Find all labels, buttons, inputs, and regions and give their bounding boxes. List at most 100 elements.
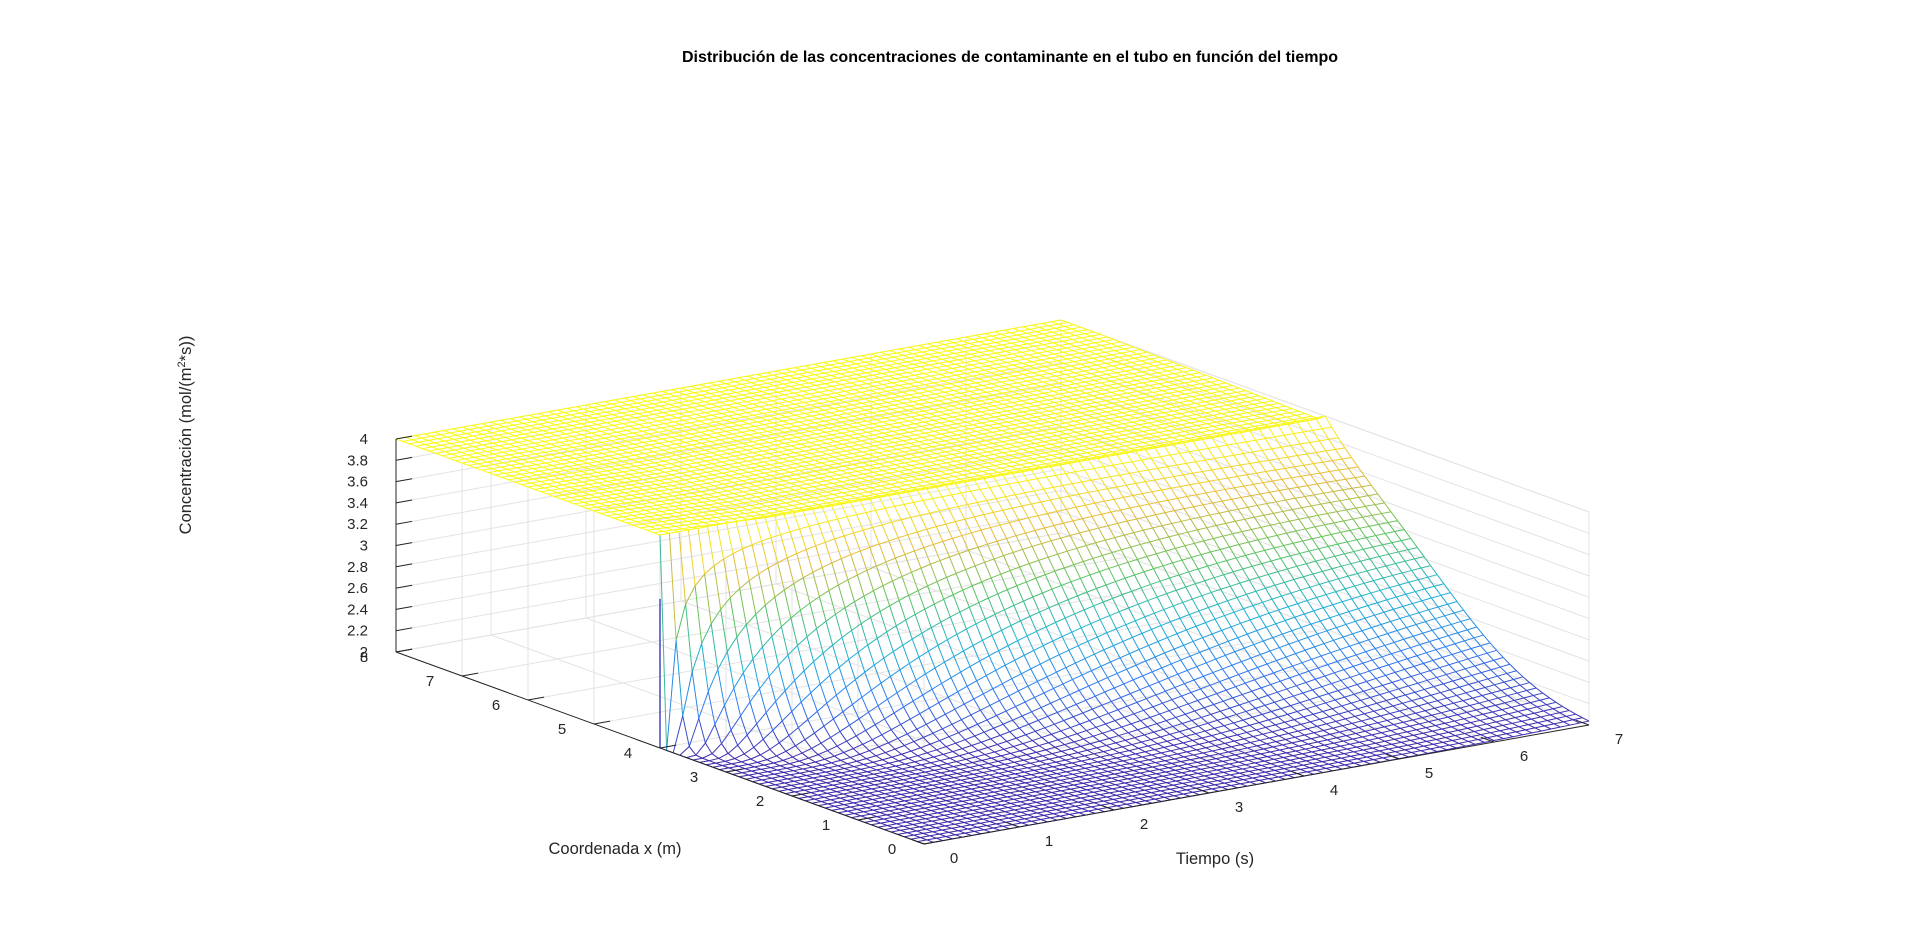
mesh-segment (1027, 440, 1035, 444)
mesh-segment (1040, 434, 1048, 438)
mesh-segment (818, 429, 826, 433)
mesh-segment (1001, 768, 1009, 772)
mesh-segment (1006, 785, 1014, 790)
mesh-segment (982, 384, 990, 389)
mesh-segment (1249, 396, 1257, 401)
mesh-segment (811, 415, 819, 420)
mesh-segment (1087, 425, 1095, 430)
mesh-segment (509, 418, 517, 422)
mesh-segment (870, 617, 878, 639)
mesh-segment (750, 467, 758, 471)
mesh-segment (1224, 615, 1232, 628)
mesh-segment (1073, 447, 1081, 451)
mesh-segment (836, 403, 843, 408)
mesh-segment (1006, 796, 1014, 800)
mesh-segment (1267, 419, 1274, 424)
mesh-segment (1299, 443, 1308, 455)
mesh-segment (1074, 471, 1083, 483)
mesh-segment (907, 458, 915, 462)
mesh-segment (976, 393, 984, 397)
mesh-segment (1273, 672, 1281, 682)
mesh-segment (956, 761, 964, 766)
mesh-segment (1295, 685, 1304, 694)
mesh-segment (731, 507, 739, 512)
mesh-segment (854, 475, 861, 479)
mesh-segment (712, 425, 720, 430)
mesh-segment (1378, 737, 1386, 742)
mesh-segment (976, 502, 985, 515)
mesh-segment (1250, 495, 1258, 506)
mesh-segment (1388, 553, 1396, 564)
mesh-segment (1508, 713, 1516, 719)
mesh-segment (982, 693, 991, 706)
mesh-segment (932, 457, 940, 461)
mesh-segment (1303, 716, 1311, 723)
mesh-segment (867, 357, 875, 361)
mesh-segment (1030, 436, 1038, 440)
mesh-segment (1171, 762, 1179, 767)
mesh-segment (1234, 754, 1242, 759)
mesh-segment (1300, 589, 1308, 601)
mesh-segment (887, 698, 895, 714)
mesh-segment (712, 463, 719, 467)
mesh-segment (634, 417, 642, 421)
mesh-segment (1321, 428, 1330, 440)
mesh-segment (1027, 685, 1035, 698)
mesh-segment (1239, 464, 1248, 476)
mesh-segment (905, 436, 913, 440)
mesh-segment (1256, 630, 1264, 642)
mesh-segment (1045, 366, 1052, 370)
mesh-segment (737, 377, 745, 381)
mesh-segment (1109, 418, 1117, 422)
mesh-segment (716, 481, 724, 485)
mesh-segment (1122, 412, 1130, 416)
mesh-segment (964, 786, 972, 790)
mesh-segment (820, 413, 828, 418)
mesh-segment (944, 354, 952, 358)
mesh-segment (930, 375, 938, 380)
mesh-segment (1469, 618, 1478, 628)
mesh-segment (1262, 402, 1270, 406)
mesh-segment (1170, 377, 1178, 381)
mesh-segment (1277, 716, 1286, 723)
mesh-segment (1097, 338, 1105, 342)
mesh-segment (892, 580, 900, 601)
mesh-segment (1057, 360, 1065, 364)
mesh-segment (1369, 752, 1377, 756)
mesh-segment (1375, 678, 1383, 686)
mesh-segment (1555, 701, 1563, 707)
mesh-segment (671, 436, 679, 441)
mesh-segment (1062, 683, 1071, 695)
mesh-segment (1108, 713, 1116, 721)
mesh-segment (572, 446, 580, 451)
mesh-segment (1364, 475, 1372, 486)
mesh-segment (1080, 786, 1087, 791)
mesh-segment (983, 407, 991, 411)
mesh-segment (807, 457, 815, 461)
mesh-segment (821, 376, 829, 381)
mesh-segment (564, 422, 572, 426)
mesh-segment (1234, 407, 1241, 411)
mesh-segment (1037, 401, 1045, 405)
mesh-segment (1125, 624, 1133, 638)
mesh-segment (1357, 608, 1366, 619)
mesh-segment (1308, 550, 1317, 562)
mesh-segment (686, 415, 694, 420)
mesh-segment (1091, 384, 1099, 388)
mesh-segment (1093, 468, 1102, 479)
mesh-segment (1205, 662, 1214, 673)
mesh-segment (1470, 648, 1478, 657)
mesh-segment (1099, 794, 1107, 798)
mesh-segment (1152, 766, 1160, 770)
mesh-segment (1156, 773, 1163, 777)
mesh-segment (681, 435, 689, 439)
mesh-segment (1189, 373, 1197, 378)
mesh-segment (1108, 396, 1116, 400)
mesh-segment (1162, 390, 1170, 394)
mesh-segment (971, 413, 979, 417)
mesh-segment (911, 476, 919, 480)
mesh-segment (794, 452, 802, 456)
mesh-segment (880, 683, 888, 700)
mesh-segment (972, 762, 980, 766)
mesh-segment (1049, 806, 1057, 811)
